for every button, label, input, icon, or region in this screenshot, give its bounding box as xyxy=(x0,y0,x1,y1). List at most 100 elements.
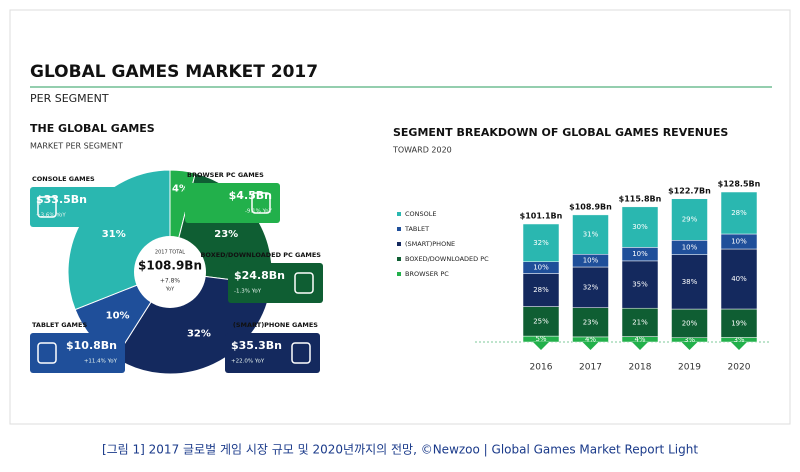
legend-swatch xyxy=(397,212,401,216)
segment-label: 4% xyxy=(634,335,645,343)
bar-arrow xyxy=(681,342,698,350)
main-title: GLOBAL GAMES MARKET 2017 xyxy=(30,62,318,82)
segment-label: 35% xyxy=(632,281,648,289)
legend-swatch xyxy=(397,272,401,276)
callout-amount: $10.8Bn xyxy=(66,339,117,352)
segment-label: 29% xyxy=(682,216,698,224)
bar-segment xyxy=(671,308,708,338)
legend-label: (SMART)PHONE xyxy=(405,240,455,248)
pie-subtitle: MARKET PER SEGMENT xyxy=(30,142,123,151)
callout-name: (SMART)PHONE GAMES xyxy=(233,321,318,329)
bar-segment xyxy=(720,308,758,338)
segment-label: 28% xyxy=(731,209,747,217)
callout-change: +22.0% YoY xyxy=(231,359,265,365)
bar-segment xyxy=(671,198,708,241)
center-disc xyxy=(134,236,206,308)
segment-label: 3% xyxy=(733,336,744,344)
callout-name: CONSOLE GAMES xyxy=(32,175,95,183)
legend-swatch xyxy=(397,227,401,231)
x-tick-label: 2016 xyxy=(530,363,553,373)
main-subtitle: PER SEGMENT xyxy=(30,92,109,105)
center-change: +7.8% xyxy=(160,278,181,285)
bar-segment xyxy=(720,248,758,310)
callout-change: -9.1% YoY xyxy=(245,209,273,215)
center-unit: YoY xyxy=(165,287,175,293)
segment-label: 25% xyxy=(533,317,549,325)
segment-label: 19% xyxy=(731,319,747,327)
segment-label: 28% xyxy=(533,286,549,294)
bar-segment xyxy=(720,191,758,235)
segment-label: 32% xyxy=(533,239,549,247)
bar-arrow xyxy=(582,342,599,350)
segment-label: 10% xyxy=(731,238,747,246)
segment-label: 31% xyxy=(583,231,599,239)
total-label: $128.5Bn xyxy=(718,180,761,189)
total-label: $108.9Bn xyxy=(569,202,612,211)
segment-label: 23% xyxy=(583,318,599,326)
callout-icon xyxy=(251,192,271,214)
segment-label: 3% xyxy=(684,336,695,344)
segment-label: 32% xyxy=(583,283,599,291)
callout-icon xyxy=(291,342,311,364)
bar-segment xyxy=(621,260,659,309)
segment-label: 10% xyxy=(632,250,648,258)
callout-change: +11.4% YoY xyxy=(84,359,118,365)
x-tick-label: 2018 xyxy=(629,363,652,373)
callout-name: BOXED/DOWNLOADED PC GAMES xyxy=(200,251,321,259)
bar-segment xyxy=(522,223,560,262)
bar-title: SEGMENT BREAKDOWN OF GLOBAL GAMES REVENU… xyxy=(393,126,728,139)
slice-label: 32% xyxy=(187,329,211,340)
legend-label: TABLET xyxy=(404,225,429,233)
segment-label: 5% xyxy=(535,335,546,343)
callout-amount: $24.8Bn xyxy=(234,269,285,282)
bar-arrow xyxy=(731,342,747,350)
bar-segment xyxy=(522,273,560,307)
total-label: $115.8Bn xyxy=(619,194,662,203)
bar-segment xyxy=(572,307,609,338)
callout-amount: $33.5Bn xyxy=(36,193,87,206)
bar-segment xyxy=(572,266,609,308)
callout-change: +3.6% YoY xyxy=(36,213,66,219)
legend-label: BROWSER PC xyxy=(405,270,449,278)
slice-label: 4% xyxy=(172,184,189,195)
caption: [그림 1] 2017 글로벌 게임 시장 규모 및 2020년까지의 전망, … xyxy=(102,443,698,457)
callout-name: BROWSER PC GAMES xyxy=(187,171,264,179)
bar-segment xyxy=(621,307,659,337)
callout-icon xyxy=(294,272,314,294)
callout-amount: $4.5Bn xyxy=(229,189,272,202)
bar-arrow xyxy=(533,342,549,350)
bar-arrow xyxy=(632,342,648,350)
total-label: $101.1Bn xyxy=(520,211,563,220)
segment-label: 10% xyxy=(583,257,599,265)
center-label: 2017 TOTAL xyxy=(155,250,185,256)
x-tick-label: 2017 xyxy=(579,363,602,373)
bar-subtitle: TOWARD 2020 xyxy=(392,146,452,155)
segment-label: 40% xyxy=(731,275,747,283)
callout-name: TABLET GAMES xyxy=(32,321,87,329)
segment-label: 21% xyxy=(632,318,648,326)
callout-amount: $35.3Bn xyxy=(231,339,282,352)
x-tick-label: 2019 xyxy=(678,363,701,373)
callout-icon xyxy=(37,342,57,364)
legend-label: BOXED/DOWNLOADED PC xyxy=(405,255,489,263)
segment-label: 30% xyxy=(632,223,648,231)
slice-label: 23% xyxy=(214,229,238,240)
bar-segment xyxy=(572,214,609,255)
segment-label: 38% xyxy=(682,278,698,286)
bar-segment xyxy=(671,254,708,310)
segment-label: 4% xyxy=(585,335,596,343)
x-tick-label: 2020 xyxy=(728,363,751,373)
slice-label: 31% xyxy=(102,229,126,240)
pie-title: THE GLOBAL GAMES xyxy=(30,122,155,135)
legend-label: CONSOLE xyxy=(405,210,437,218)
callout-icon xyxy=(37,196,57,218)
segment-label: 10% xyxy=(682,243,698,251)
segment-label: 20% xyxy=(682,319,698,327)
slice-label: 10% xyxy=(106,310,130,321)
center-total: $108.9Bn xyxy=(138,259,202,273)
callout-change: -1.3% YoY xyxy=(234,289,262,295)
legend-swatch xyxy=(397,242,401,246)
legend-swatch xyxy=(397,257,401,261)
